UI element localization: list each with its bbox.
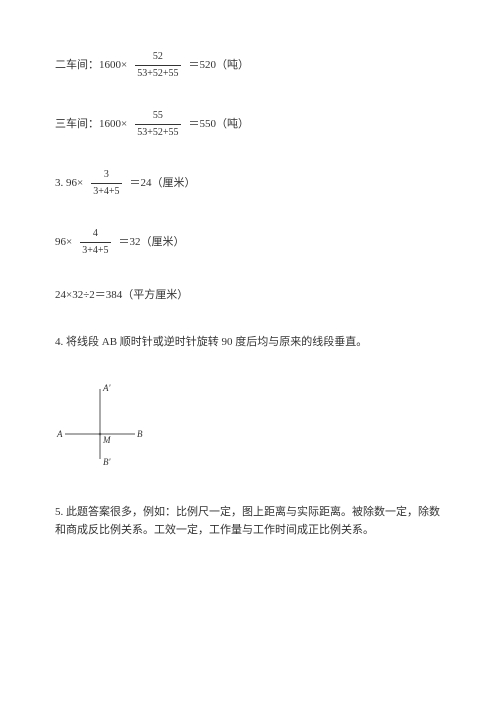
- result: ＝550（吨）: [189, 117, 250, 132]
- label-Bprime: B': [103, 457, 111, 467]
- prefix: 96×: [55, 235, 72, 250]
- fraction: 4 3+4+5: [80, 227, 110, 258]
- result: ＝520（吨）: [189, 58, 250, 73]
- denominator: 3+4+5: [91, 183, 121, 199]
- numerator: 52: [151, 50, 165, 65]
- line-workshop3: 三车间：1600× 55 53+52+55 ＝550（吨）: [55, 109, 445, 140]
- denominator: 53+52+55: [135, 65, 180, 81]
- line-workshop2: 二车间：1600× 52 53+52+55 ＝520（吨）: [55, 50, 445, 81]
- numerator: 3: [102, 168, 111, 183]
- prefix: 二车间：1600×: [55, 58, 127, 73]
- label-A: A: [56, 429, 63, 439]
- line-q3b: 96× 4 3+4+5 ＝32（厘米）: [55, 227, 445, 258]
- prefix: 三车间：1600×: [55, 117, 127, 132]
- diagram-rotation: A B M A' B': [55, 379, 445, 474]
- line-q3a: 3. 96× 3 3+4+5 ＝24（厘米）: [55, 168, 445, 199]
- fraction: 55 53+52+55: [135, 109, 180, 140]
- denominator: 3+4+5: [80, 242, 110, 258]
- label-M: M: [102, 435, 111, 445]
- denominator: 53+52+55: [135, 124, 180, 140]
- line-area: 24×32÷2＝384（平方厘米）: [55, 286, 445, 305]
- line-q4: 4. 将线段 AB 顺时针或逆时针旋转 90 度后均与原来的线段垂直。: [55, 333, 445, 352]
- label-B: B: [137, 429, 143, 439]
- prefix: 3. 96×: [55, 176, 83, 191]
- numerator: 55: [151, 109, 165, 124]
- numerator: 4: [91, 227, 100, 242]
- fraction: 52 53+52+55: [135, 50, 180, 81]
- label-Aprime: A': [102, 383, 111, 393]
- line-q5: 5. 此题答案很多，例如：比例尺一定，图上距离与实际距离。被除数一定，除数和商成…: [55, 503, 445, 540]
- result: ＝24（厘米）: [130, 176, 196, 191]
- fraction: 3 3+4+5: [91, 168, 121, 199]
- result: ＝32（厘米）: [119, 235, 185, 250]
